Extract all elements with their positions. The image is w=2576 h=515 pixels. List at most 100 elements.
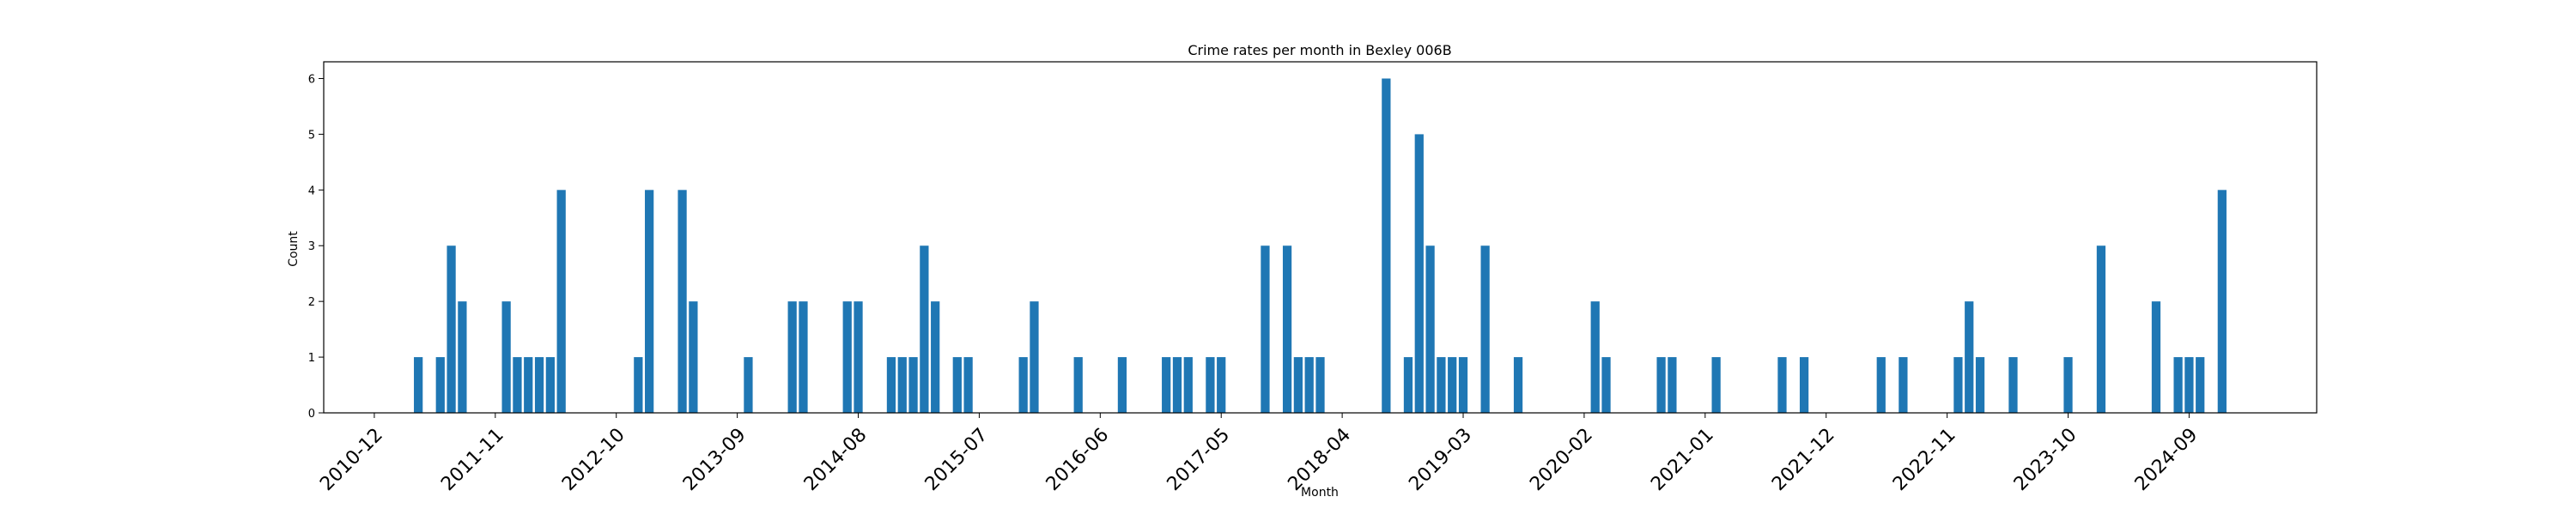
bar <box>952 357 962 413</box>
x-tick-label: 2022-11 <box>1889 424 1960 495</box>
bar <box>799 301 808 413</box>
bar <box>545 357 555 413</box>
bar <box>447 245 456 413</box>
bar <box>1799 357 1809 413</box>
bar <box>1965 301 1974 413</box>
bar <box>501 301 511 413</box>
bar <box>1282 245 1292 413</box>
bar <box>1458 357 1468 413</box>
x-tick-label: 2017-05 <box>1163 424 1235 495</box>
bar <box>1382 78 1391 413</box>
bar <box>886 357 896 413</box>
bar <box>1414 134 1424 413</box>
bar <box>1425 245 1435 413</box>
bar <box>414 357 423 413</box>
bar <box>556 190 566 413</box>
bar <box>2008 357 2018 413</box>
bar <box>2217 190 2227 413</box>
bar <box>854 301 863 413</box>
bar <box>458 301 467 413</box>
bar <box>1876 357 1886 413</box>
bar <box>2196 357 2205 413</box>
bar <box>897 357 907 413</box>
y-tick-label: 2 <box>308 296 315 309</box>
bar <box>634 357 643 413</box>
bar <box>1183 357 1193 413</box>
bar <box>534 357 544 413</box>
plot-frame <box>323 61 2318 414</box>
bar <box>787 301 797 413</box>
bar <box>513 357 522 413</box>
bar <box>677 190 687 413</box>
x-axis-label: Month <box>1301 486 1339 500</box>
bar <box>1073 357 1083 413</box>
x-tick-label: 2021-12 <box>1768 424 1839 495</box>
bar <box>689 301 698 413</box>
x-tick-label: 2023-10 <box>2010 424 2081 495</box>
bar <box>1668 357 1677 413</box>
bar <box>1162 357 1171 413</box>
bar <box>1480 245 1490 413</box>
y-axis-label: Count <box>287 231 301 267</box>
bar <box>908 357 918 413</box>
bar <box>842 301 852 413</box>
bar <box>1217 357 1226 413</box>
x-tick-label: 2016-06 <box>1042 424 1114 495</box>
bar <box>1206 357 1215 413</box>
x-tick-label: 2014-08 <box>800 424 872 495</box>
x-tick-label: 2013-09 <box>679 424 750 495</box>
bar <box>2184 357 2194 413</box>
y-tick-label: 0 <box>308 408 315 421</box>
bar <box>1975 357 1985 413</box>
x-tick-label: 2021-01 <box>1647 424 1718 495</box>
bar <box>1261 245 1270 413</box>
y-tick-label: 1 <box>308 352 315 365</box>
bar <box>645 190 654 413</box>
bar <box>1448 357 1457 413</box>
bar <box>1777 357 1787 413</box>
x-tick-label: 2010-12 <box>316 424 387 495</box>
x-axis: 2010-12 2011-11 2012-10 2013-09 2014-08 2015-… <box>316 413 2202 495</box>
chart-title: Crime rates per month in Bexley 006B <box>1188 42 1451 58</box>
y-tick-label: 5 <box>308 129 315 142</box>
bar <box>2096 245 2106 413</box>
bar <box>1513 357 1523 413</box>
bar <box>1953 357 1963 413</box>
bar <box>1315 357 1325 413</box>
bar <box>920 245 929 413</box>
bar <box>2063 357 2073 413</box>
x-tick-label: 2015-07 <box>921 424 993 495</box>
y-axis: 0 1 2 3 4 5 6 <box>308 73 324 421</box>
x-tick-label: 2018-04 <box>1284 424 1355 495</box>
x-tick-label: 2020-02 <box>1526 424 1597 495</box>
bar <box>1403 357 1413 413</box>
bar <box>2151 301 2161 413</box>
bar <box>931 301 940 413</box>
bar <box>1293 357 1303 413</box>
x-tick-label: 2012-10 <box>558 424 629 495</box>
x-tick-label: 2019-03 <box>1405 424 1476 495</box>
bar <box>1899 357 1908 413</box>
bar <box>1117 357 1127 413</box>
bar <box>524 357 533 413</box>
bar <box>1590 301 1600 413</box>
y-tick-label: 6 <box>308 73 315 86</box>
bar <box>1656 357 1666 413</box>
bar <box>1601 357 1611 413</box>
bar <box>1018 357 1028 413</box>
bar <box>1172 357 1182 413</box>
y-tick-label: 4 <box>308 185 315 197</box>
bar <box>744 357 753 413</box>
x-tick-label: 2011-11 <box>437 424 508 495</box>
bar <box>435 357 445 413</box>
bar <box>1437 357 1446 413</box>
bar <box>1030 301 1039 413</box>
x-tick-label: 2024-09 <box>2131 424 2202 495</box>
bar <box>963 357 973 413</box>
bars-group <box>414 78 2227 413</box>
y-tick-label: 3 <box>308 240 315 253</box>
bar <box>2173 357 2183 413</box>
bar <box>1711 357 1721 413</box>
bar <box>1304 357 1314 413</box>
